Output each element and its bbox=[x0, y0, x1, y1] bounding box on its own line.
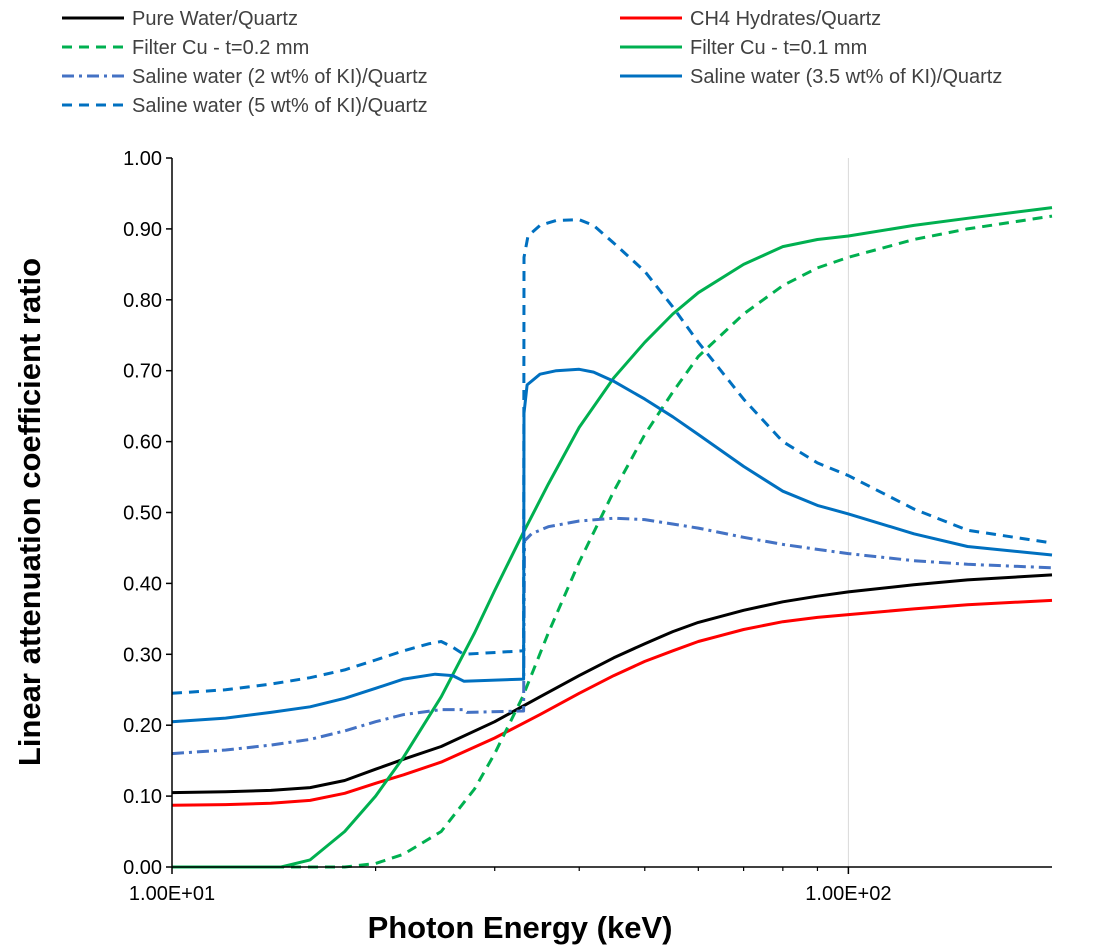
ticks: 0.00 0.10 0.20 0.30 0.40 0.50 0.60 0.70 0.80 0.90… bbox=[123, 148, 891, 905]
legend-label: Filter Cu - t=0.1 mm bbox=[690, 37, 867, 59]
y-tick-label: 0.20 bbox=[123, 715, 162, 737]
series-line bbox=[171, 218, 1053, 695]
x-tick-label: 1.00E+02 bbox=[805, 883, 891, 905]
y-tick-label: 0.80 bbox=[123, 290, 162, 312]
legend-label: CH4 Hydrates/Quartz bbox=[690, 8, 881, 30]
legend-item: Filter Cu - t=0.2 mm bbox=[62, 37, 309, 59]
legend-item: Saline water (2 wt% of KI)/Quartz bbox=[62, 66, 428, 88]
legend-label: Pure Water/Quartz bbox=[132, 8, 298, 30]
x-axis-title: Photon Energy (keV) bbox=[368, 910, 673, 945]
legend-label: Filter Cu - t=0.2 mm bbox=[132, 37, 309, 59]
legend: Pure Water/Quartz CH4 Hydrates/Quartz Filt… bbox=[62, 8, 1002, 117]
series-line bbox=[171, 598, 1053, 807]
y-tick-label: 0.30 bbox=[123, 644, 162, 666]
legend-item: CH4 Hydrates/Quartz bbox=[620, 8, 881, 30]
legend-item: Saline water (3.5 wt% of KI)/Quartz bbox=[620, 66, 1002, 88]
y-tick-label: 0.70 bbox=[123, 361, 162, 383]
y-axis-title: Linear attenuation coefficient ratio bbox=[12, 258, 47, 766]
y-tick-label: 1.00 bbox=[123, 148, 162, 170]
axes bbox=[171, 158, 1052, 868]
legend-item: Saline water (5 wt% of KI)/Quartz bbox=[62, 95, 428, 117]
legend-label: Saline water (3.5 wt% of KI)/Quartz bbox=[690, 66, 1002, 88]
series-line bbox=[171, 573, 1053, 795]
legend-label: Saline water (5 wt% of KI)/Quartz bbox=[132, 95, 428, 117]
legend-item: Filter Cu - t=0.1 mm bbox=[620, 37, 867, 59]
series-line bbox=[172, 214, 1053, 869]
legend-label: Saline water (2 wt% of KI)/Quartz bbox=[132, 66, 428, 88]
y-tick-label: 0.50 bbox=[123, 503, 162, 525]
series-line bbox=[171, 516, 1053, 756]
y-tick-label: 0.60 bbox=[123, 432, 162, 454]
series-line bbox=[171, 367, 1053, 724]
x-tick-label: 1.00E+01 bbox=[129, 883, 215, 905]
y-tick-label: 0.00 bbox=[123, 857, 162, 879]
y-tick-label: 0.40 bbox=[123, 573, 162, 595]
series-lines bbox=[171, 206, 1053, 869]
y-tick-label: 0.10 bbox=[123, 786, 162, 808]
legend-item: Pure Water/Quartz bbox=[62, 8, 298, 30]
plot-area: 0.00 0.10 0.20 0.30 0.40 0.50 0.60 0.70 0.80 0.90… bbox=[123, 148, 1053, 905]
y-tick-label: 0.90 bbox=[123, 219, 162, 241]
series-line bbox=[172, 206, 1053, 869]
